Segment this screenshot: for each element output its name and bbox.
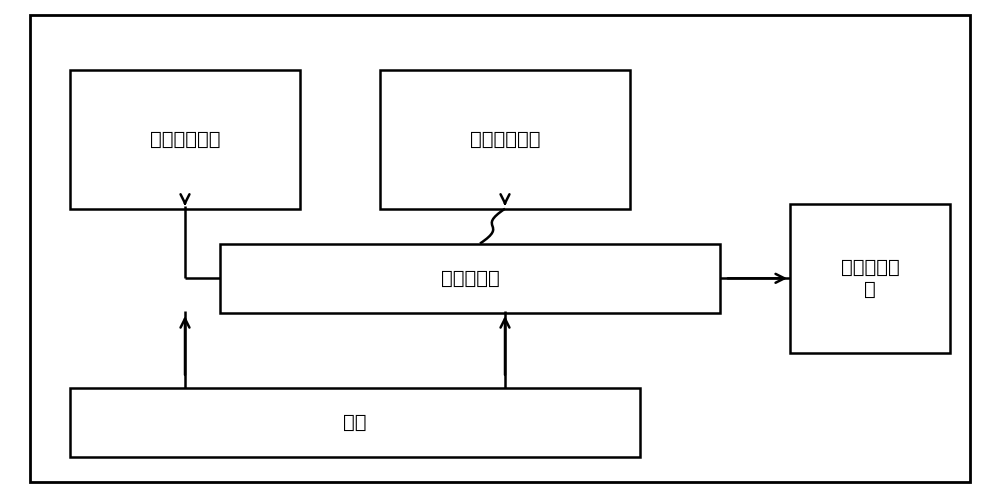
Bar (380, 70, 630, 209)
Text: 磁场采集模块: 磁场采集模块 (470, 130, 540, 149)
Bar (220, 244, 720, 313)
Text: 系统控制器: 系统控制器 (441, 269, 499, 288)
Text: 数据处理模
块: 数据处理模 块 (841, 258, 899, 299)
Text: 电磁发生模块: 电磁发生模块 (150, 130, 220, 149)
Text: 电源: 电源 (343, 413, 367, 432)
Bar (790, 204, 950, 353)
Bar (70, 70, 300, 209)
Bar (70, 388, 640, 457)
